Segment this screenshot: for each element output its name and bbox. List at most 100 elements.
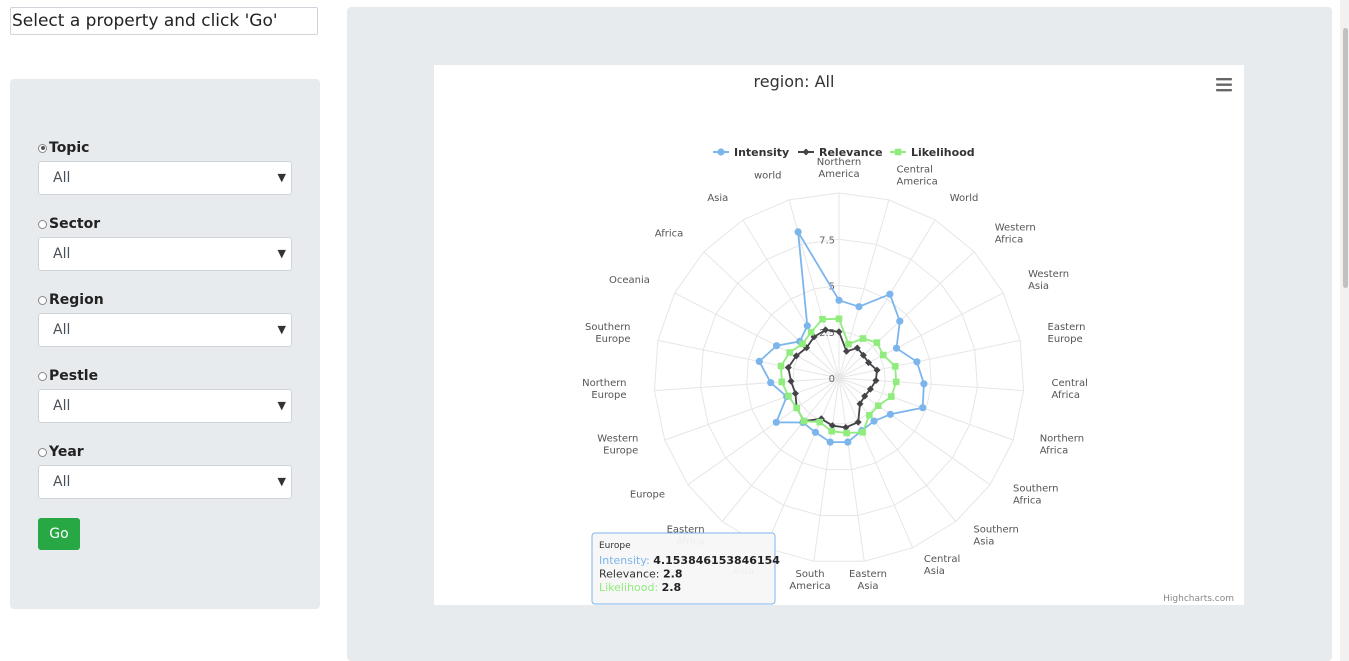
- hamburger-menu-icon[interactable]: [1216, 78, 1232, 92]
- region-radio[interactable]: [38, 295, 47, 305]
- point-likelihood[interactable]: [799, 340, 806, 348]
- chevron-down-icon: ▼: [277, 323, 286, 336]
- scrollbar-thumb[interactable]: [1343, 28, 1348, 288]
- legend-item-likelihood[interactable]: Likelihood: [890, 146, 975, 159]
- chevron-down-icon: ▼: [277, 399, 286, 412]
- point-relevance[interactable]: [842, 423, 850, 431]
- point-relevance[interactable]: [853, 344, 861, 352]
- point-intensity[interactable]: [835, 296, 843, 304]
- point-relevance[interactable]: [828, 422, 836, 430]
- legend-circle-icon: [717, 148, 725, 156]
- point-intensity[interactable]: [913, 358, 921, 366]
- point-intensity[interactable]: [886, 290, 894, 298]
- point-likelihood[interactable]: [875, 402, 882, 409]
- point-intensity[interactable]: [772, 418, 780, 426]
- point-likelihood[interactable]: [828, 427, 835, 435]
- point-likelihood[interactable]: [843, 429, 850, 437]
- sector-radio[interactable]: [38, 219, 47, 229]
- point-relevance[interactable]: [859, 351, 867, 359]
- grid-ring: [700, 238, 978, 516]
- point-likelihood[interactable]: [892, 378, 900, 386]
- grid-spoke: [813, 377, 840, 562]
- go-button[interactable]: Go: [38, 518, 80, 550]
- point-relevance[interactable]: [861, 392, 869, 400]
- point-intensity[interactable]: [811, 428, 819, 436]
- point-relevance[interactable]: [822, 326, 830, 334]
- point-intensity[interactable]: [855, 303, 863, 311]
- point-intensity[interactable]: [844, 438, 852, 446]
- point-intensity[interactable]: [896, 317, 904, 325]
- region-select[interactable]: All ▼: [38, 313, 292, 347]
- point-likelihood[interactable]: [777, 362, 785, 370]
- point-intensity[interactable]: [826, 438, 834, 446]
- point-relevance[interactable]: [784, 363, 792, 371]
- pestle-select[interactable]: All ▼: [38, 389, 292, 423]
- category-label: Europe: [630, 489, 665, 500]
- point-relevance[interactable]: [865, 359, 873, 367]
- point-likelihood[interactable]: [807, 328, 815, 336]
- chevron-down-icon: ▼: [277, 247, 286, 260]
- point-intensity[interactable]: [767, 379, 775, 387]
- credits-label[interactable]: Highcharts.com: [1163, 594, 1234, 604]
- point-likelihood[interactable]: [778, 378, 786, 386]
- grid-spoke: [838, 339, 1021, 379]
- legend-item-intensity[interactable]: Intensity: [713, 146, 789, 159]
- point-intensity[interactable]: [794, 228, 802, 236]
- point-likelihood[interactable]: [835, 315, 843, 323]
- point-likelihood[interactable]: [785, 392, 792, 400]
- tooltip-box: [591, 532, 776, 605]
- point-intensity[interactable]: [870, 417, 878, 425]
- tooltip-row: Relevance: 2.8: [599, 568, 682, 581]
- topic-select[interactable]: All ▼: [38, 161, 292, 195]
- grid-spoke: [742, 219, 840, 379]
- point-intensity[interactable]: [920, 380, 928, 388]
- grid-spoke: [674, 292, 840, 379]
- pestle-radio[interactable]: [38, 371, 47, 381]
- legend-diamond-icon: [802, 148, 810, 156]
- point-relevance[interactable]: [787, 377, 795, 385]
- series-line-intensity[interactable]: [758, 231, 925, 444]
- point-relevance[interactable]: [835, 328, 843, 336]
- point-likelihood[interactable]: [888, 393, 895, 400]
- filter-panel: Topic All ▼ Sector All ▼ Region All ▼ Pestl…: [10, 79, 320, 609]
- point-intensity[interactable]: [919, 404, 927, 412]
- topic-radio[interactable]: [38, 143, 47, 153]
- point-relevance[interactable]: [791, 389, 799, 397]
- grid-spoke: [838, 377, 957, 522]
- point-likelihood[interactable]: [793, 404, 800, 412]
- point-relevance[interactable]: [842, 347, 850, 355]
- point-likelihood[interactable]: [866, 412, 873, 419]
- year-select[interactable]: All ▼: [38, 465, 292, 499]
- grid-spoke: [838, 377, 865, 562]
- point-likelihood[interactable]: [845, 340, 852, 348]
- point-relevance[interactable]: [856, 400, 864, 408]
- point-relevance[interactable]: [873, 366, 881, 374]
- point-likelihood[interactable]: [880, 351, 887, 359]
- point-intensity[interactable]: [803, 322, 811, 330]
- point-likelihood[interactable]: [873, 339, 881, 346]
- point-likelihood[interactable]: [816, 418, 824, 426]
- point-likelihood[interactable]: [859, 335, 867, 342]
- legend-label: Likelihood: [911, 146, 975, 159]
- point-relevance[interactable]: [866, 385, 874, 393]
- point-likelihood[interactable]: [891, 363, 899, 370]
- year-radio[interactable]: [38, 447, 47, 457]
- point-intensity[interactable]: [886, 410, 894, 418]
- page-scrollbar[interactable]: [1340, 0, 1349, 661]
- point-intensity[interactable]: [892, 344, 901, 352]
- legend-item-relevance[interactable]: Relevance: [798, 146, 883, 159]
- point-relevance[interactable]: [792, 352, 800, 360]
- category-label: Southern Africa: [1013, 483, 1059, 506]
- point-likelihood[interactable]: [800, 417, 808, 425]
- point-relevance[interactable]: [872, 377, 880, 385]
- category-label: Northern Europe: [582, 378, 626, 401]
- point-likelihood[interactable]: [786, 349, 793, 356]
- point-intensity[interactable]: [773, 342, 781, 350]
- category-label: Northern America: [817, 157, 861, 180]
- radial-tick-label: 2.5: [819, 328, 835, 339]
- point-relevance[interactable]: [854, 418, 862, 426]
- sector-select[interactable]: All ▼: [38, 237, 292, 271]
- point-intensity[interactable]: [755, 357, 763, 365]
- point-likelihood[interactable]: [819, 315, 826, 323]
- point-likelihood[interactable]: [859, 429, 866, 436]
